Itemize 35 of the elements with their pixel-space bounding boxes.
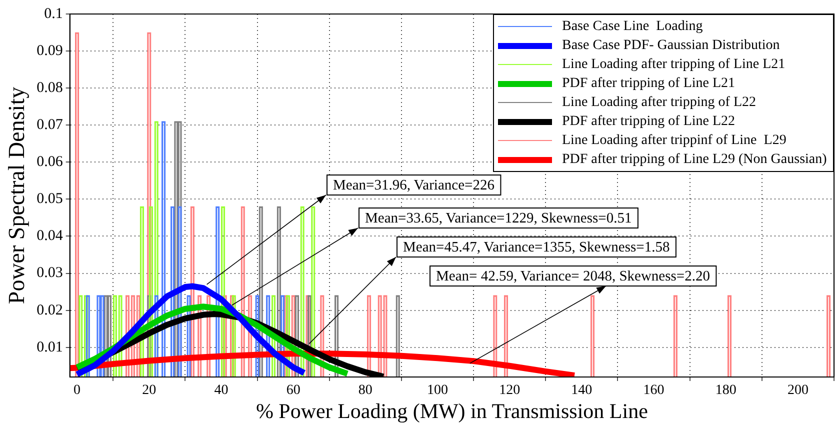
legend-label: Line Loading after tripping of L22 bbox=[562, 94, 756, 110]
y-tick-label: 0.06 bbox=[36, 154, 64, 170]
legend-label: PDF after tripping of Line L22 bbox=[562, 114, 736, 130]
y-tick-label: 0.05 bbox=[36, 191, 63, 208]
x-tick-label: 20 bbox=[142, 383, 156, 398]
y-tick-label: 0.02 bbox=[36, 302, 63, 318]
x-tick-label: 200 bbox=[787, 383, 808, 398]
x-tick-label: 80 bbox=[358, 383, 372, 398]
y-tick-label: 0.07 bbox=[36, 117, 64, 134]
x-tick-label: 140 bbox=[571, 383, 592, 398]
x-axis-title: % Power Loading (MW) in Transmission Line bbox=[256, 398, 648, 423]
y-tick-label: 0.1 bbox=[44, 6, 63, 22]
y-axis-title: Power Spectral Density bbox=[4, 86, 29, 304]
x-tick-label: 40 bbox=[214, 383, 228, 398]
x-tick-label: 120 bbox=[499, 383, 520, 398]
legend-label: PDF after tripping of Line L21 bbox=[562, 76, 736, 92]
legend-label: Base Case Line Loading bbox=[562, 18, 703, 34]
y-tick-label: 0.04 bbox=[36, 228, 64, 244]
x-tick-label: 60 bbox=[286, 383, 300, 398]
legend-label: PDF after tripping of Line L29 (Non Gaussian) bbox=[562, 152, 827, 168]
annotation: Mean=45.47, Variance=1355, Skewness=1.58 bbox=[403, 239, 670, 256]
y-tick-label: 0.08 bbox=[36, 80, 63, 96]
legend-label: Line Loading after tripping of Line L21 bbox=[562, 56, 786, 72]
x-tick-label: 0 bbox=[74, 383, 81, 398]
y-tick-label: 0.09 bbox=[36, 42, 63, 59]
annotation: Mean=31.96, Variance=226 bbox=[333, 177, 494, 194]
y-tick-label: 0.01 bbox=[36, 339, 63, 356]
y-tick-label: 0.03 bbox=[36, 265, 63, 282]
x-tick-label: 160 bbox=[643, 383, 664, 398]
x-tick-label: 100 bbox=[427, 383, 448, 398]
legend-label: Base Case PDF- Gaussian Distribution bbox=[562, 38, 780, 54]
annotation: Mean=33.65, Variance=1229, Skewness=0.51 bbox=[365, 210, 632, 226]
x-tick-label: 180 bbox=[715, 383, 736, 398]
legend-label: Line Loading after trippinf of Line L29 bbox=[562, 132, 786, 148]
annotation: Mean= 42.59, Variance= 2048, Skewness=2.20 bbox=[436, 268, 710, 284]
